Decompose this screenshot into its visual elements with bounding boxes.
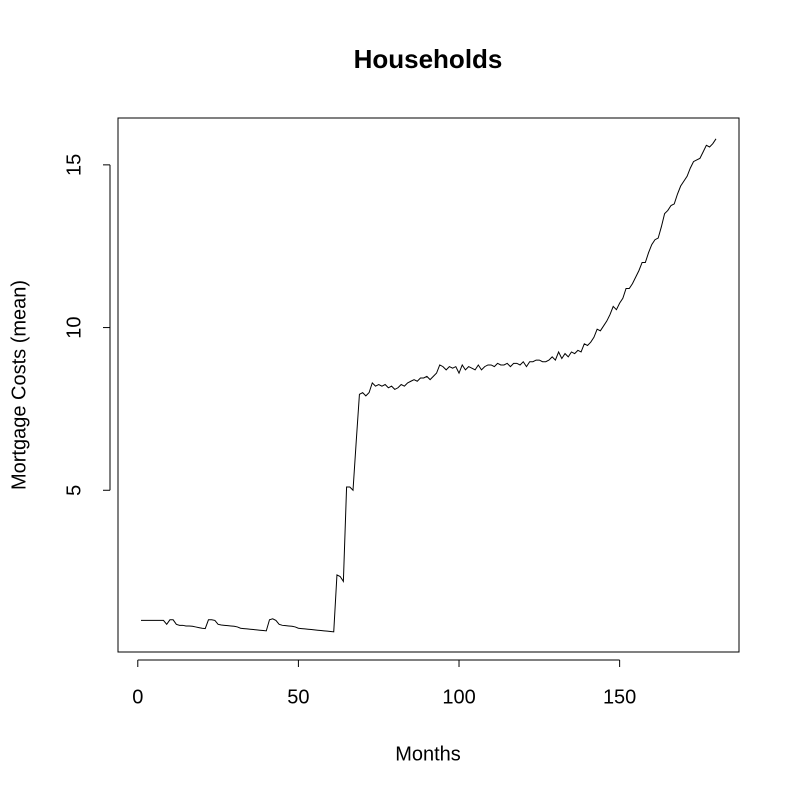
y-tick-label: 5 (63, 485, 85, 496)
y-tick-label: 10 (63, 316, 85, 338)
chart-title: Households (354, 44, 503, 74)
plot-box (117, 117, 740, 653)
x-tick-label: 50 (287, 686, 309, 708)
x-tick-label: 0 (132, 686, 143, 708)
data-line (141, 138, 717, 633)
y-tick-label: 15 (63, 154, 85, 176)
x-tick-label: 100 (442, 686, 475, 708)
x-axis-label: Months (395, 743, 461, 765)
y-axis-label: Mortgage Costs (mean) (8, 280, 30, 490)
x-tick-label: 150 (603, 686, 636, 708)
